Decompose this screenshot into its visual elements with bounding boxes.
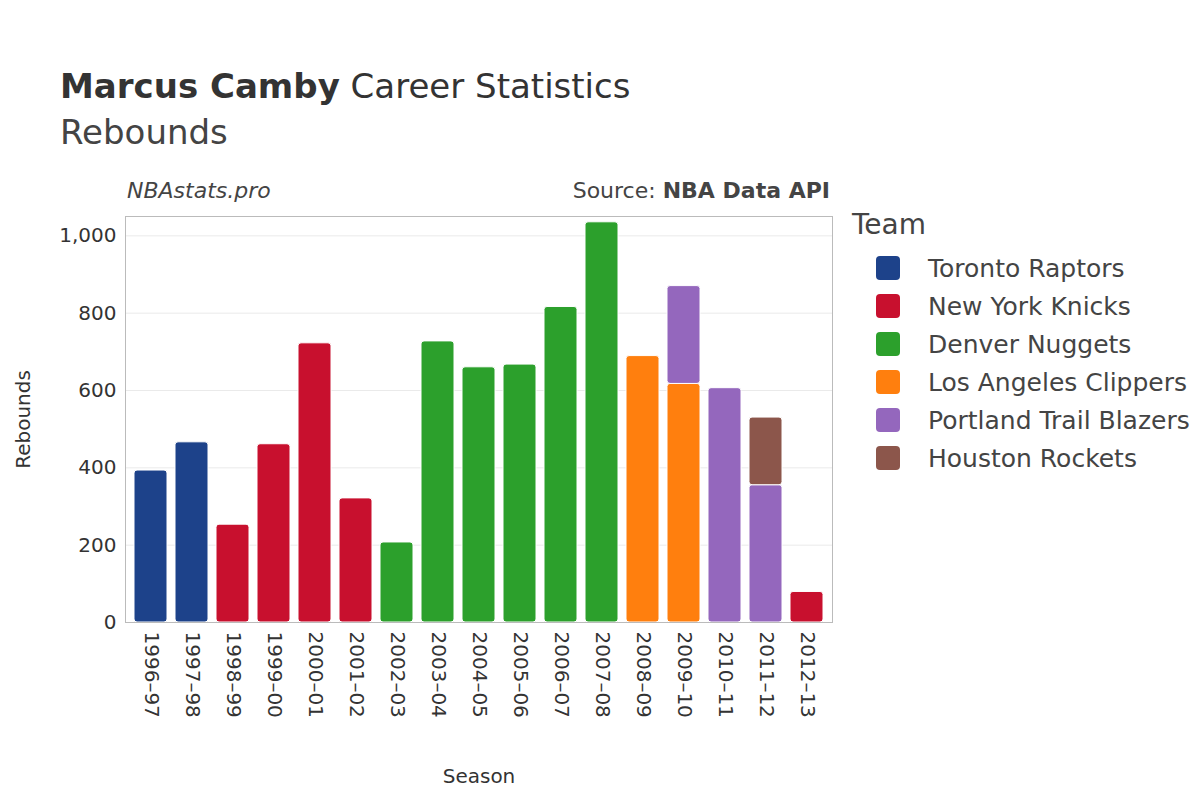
svg-text:2010–11: 2010–11 bbox=[714, 632, 738, 718]
svg-text:2012–13: 2012–13 bbox=[796, 632, 820, 718]
svg-text:2011–12: 2011–12 bbox=[755, 632, 779, 718]
html-text:Denver Nuggets: Denver Nuggets bbox=[928, 329, 1132, 359]
svg-text:1996–97: 1996–97 bbox=[140, 632, 164, 718]
svg-text:2004–05: 2004–05 bbox=[468, 632, 492, 718]
svg-text:2005–06: 2005–06 bbox=[509, 632, 533, 718]
svg-text:800: 800 bbox=[78, 301, 116, 325]
html-text:New York Knicks: New York Knicks bbox=[928, 291, 1131, 321]
svg-text:Rebounds: Rebounds bbox=[11, 370, 35, 469]
svg-text:1998–99: 1998–99 bbox=[222, 632, 246, 718]
html-text:Portland Trail Blazers: Portland Trail Blazers bbox=[928, 405, 1190, 435]
svg-text:0: 0 bbox=[104, 610, 117, 634]
html-text:NBAstats.pro: NBAstats.pro bbox=[127, 178, 271, 203]
html-text:Rebounds: Rebounds bbox=[60, 112, 228, 152]
html-text:Houston Rockets: Houston Rockets bbox=[928, 443, 1137, 473]
html-text:Los Angeles Clippers: Los Angeles Clippers bbox=[928, 367, 1187, 397]
svg-text:2009–10: 2009–10 bbox=[673, 632, 697, 718]
svg-text:2006–07: 2006–07 bbox=[550, 632, 574, 718]
html-text:Toronto Raptors: Toronto Raptors bbox=[928, 253, 1125, 283]
svg-text:1999–00: 1999–00 bbox=[263, 632, 287, 718]
svg-text:400: 400 bbox=[78, 455, 116, 479]
svg-text:2007–08: 2007–08 bbox=[591, 632, 615, 718]
html-text:Marcus Camby Career Statistics: Marcus Camby Career Statistics bbox=[60, 66, 631, 106]
html-text:Team: Team bbox=[852, 208, 926, 241]
html-text:Source: NBA Data API: Source: NBA Data API bbox=[572, 178, 830, 203]
svg-text:1997–98: 1997–98 bbox=[181, 632, 205, 718]
svg-text:2003–04: 2003–04 bbox=[427, 632, 451, 718]
svg-text:2002–03: 2002–03 bbox=[386, 632, 410, 718]
svg-text:Season: Season bbox=[443, 764, 516, 788]
svg-text:2008–09: 2008–09 bbox=[632, 632, 656, 718]
svg-text:1,000: 1,000 bbox=[59, 223, 116, 247]
svg-text:200: 200 bbox=[78, 533, 116, 557]
svg-text:2000–01: 2000–01 bbox=[304, 632, 328, 718]
svg-text:2001–02: 2001–02 bbox=[345, 632, 369, 718]
svg-text:600: 600 bbox=[78, 378, 116, 402]
